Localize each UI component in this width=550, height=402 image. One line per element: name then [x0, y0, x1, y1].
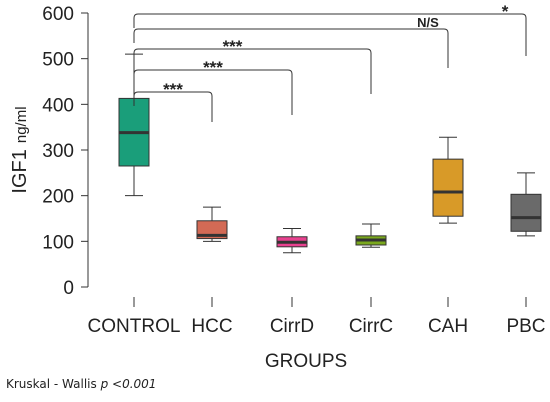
significance-label: *** — [223, 37, 243, 56]
x-tick-label: CirrC — [349, 316, 393, 337]
x-axis-label: GROUPS — [265, 351, 347, 372]
box-cah — [432, 158, 464, 217]
y-tick-label: 300 — [42, 141, 74, 162]
x-tick-label: HCC — [191, 316, 232, 337]
comparison-bracket — [133, 13, 527, 56]
y-axis-label-unit: ng/ml — [13, 106, 30, 143]
comparison-bracket — [133, 28, 449, 68]
x-tick-label: PBC — [506, 316, 545, 337]
footnote: Kruskal - Wallis p <0.001 — [6, 377, 156, 391]
significance-label: N/S — [417, 15, 439, 30]
significance-label: *** — [203, 58, 223, 77]
footnote-prefix: Kruskal - Wallis — [6, 377, 101, 391]
comparison-bracket — [133, 69, 293, 115]
x-tick-label: CAH — [428, 316, 468, 337]
significance-label: *** — [163, 80, 183, 99]
y-axis-label: IGF1 ng/ml — [9, 106, 31, 193]
x-tick-label: CirrD — [270, 316, 314, 337]
y-tick-label: 500 — [42, 50, 74, 71]
footnote-p-value: p <0.001 — [100, 377, 157, 391]
x-tick-label: CONTROL — [88, 316, 181, 337]
box-pbc — [510, 193, 542, 232]
y-tick-label: 100 — [42, 232, 74, 253]
y-tick-label: 0 — [63, 278, 74, 299]
comparison-bracket — [133, 91, 213, 122]
significance-label: * — [502, 2, 509, 21]
comparison-bracket — [133, 48, 372, 94]
y-tick-label: 400 — [42, 95, 74, 116]
y-tick-label: 200 — [42, 187, 74, 208]
y-axis-label-name: IGF1 — [9, 149, 31, 193]
y-tick-label: 600 — [42, 4, 74, 25]
